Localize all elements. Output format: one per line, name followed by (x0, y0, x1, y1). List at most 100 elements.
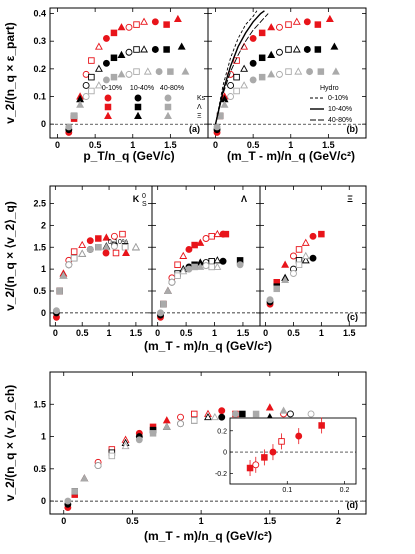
panel-b-point (258, 73, 266, 81)
panel-d-point (135, 436, 143, 444)
inset-point (252, 461, 260, 469)
panel-b-point (303, 18, 311, 26)
panel-c-point (191, 263, 198, 271)
panel-a-point (102, 59, 110, 67)
panel-c-point (208, 233, 215, 240)
panel-c-point (110, 232, 118, 240)
hydro-curve (215, 13, 269, 125)
panel-a-point (110, 29, 118, 37)
legend-b-title: Hydro (320, 85, 339, 92)
panel-b-point (317, 68, 325, 75)
panel-b-point (233, 73, 240, 81)
panel-c-point (281, 260, 290, 268)
panel-c-x-tick-label: 1 (319, 328, 324, 338)
panel-c-x-tick-label: 1 (107, 328, 112, 338)
panel-a-point (125, 23, 133, 31)
panel-c-ylabel: v_2/(n_q × ⟨v_2⟩_q) (3, 201, 17, 311)
panel-c-y-tick-label: 2 (41, 220, 46, 230)
panel-b-x-tick-label: 0.5 (247, 140, 260, 150)
panel-b-point (258, 54, 266, 62)
panel-b-frame (207, 7, 367, 139)
panel-c-point (179, 267, 188, 275)
panel-b-point (276, 23, 283, 31)
panel-a-label: (a) (189, 124, 200, 134)
panel-c-point (213, 229, 222, 238)
inset-point (295, 432, 303, 440)
legend-c-marker (112, 249, 120, 257)
panel-d-point (108, 452, 116, 460)
panel-b-point (267, 23, 276, 31)
panel-c-species-label: Λ (241, 194, 247, 204)
panel-b-x-tick-label: 1 (288, 140, 293, 150)
panel-a-y-tick-label: 0.4 (33, 9, 46, 19)
legend-a-species: Ks (197, 95, 206, 102)
panel-a-point (94, 64, 103, 72)
panel-d-point (218, 413, 226, 421)
panel-a-point (140, 17, 149, 25)
panel-b-point (240, 64, 249, 72)
panel-c-point (78, 240, 87, 249)
panel-a-point (88, 87, 95, 95)
panel-a-point (163, 46, 170, 53)
panel-a-point (88, 57, 95, 64)
inset-frame (229, 417, 357, 485)
panel-b-point (249, 34, 257, 42)
panel-a-y-tick-label: 0.2 (33, 64, 46, 74)
panel-b-point (314, 46, 322, 53)
inset-point (261, 454, 268, 461)
panel-c-point (301, 238, 310, 246)
panel-a-point (110, 54, 118, 62)
panel-a-point (82, 93, 90, 100)
legend-c-marker (102, 249, 110, 257)
panel-a-point (94, 81, 103, 89)
panel-b-point (314, 21, 322, 28)
panel-c-point (213, 256, 222, 264)
panel-a-xlabel: p_T/n_q (GeV/c) (83, 149, 174, 163)
panel-a-point (110, 73, 118, 81)
panel-c-point (301, 251, 310, 259)
panel-c-point (309, 254, 317, 262)
panel-a-point (151, 18, 159, 26)
panel-d-point (279, 406, 288, 414)
panel-c-species-label: K (133, 194, 140, 204)
panel-d-point (307, 410, 315, 418)
panel-c-point (222, 230, 230, 238)
panel-b-point (249, 59, 257, 67)
panel-c-point (295, 261, 303, 269)
legend-a-marker (134, 103, 142, 111)
panel-c-point (318, 230, 325, 238)
data-marks (52, 10, 357, 511)
panel-a-point (65, 123, 73, 131)
panel-c-x-tick-label: 1.5 (237, 328, 250, 338)
panel-a-point (151, 46, 159, 53)
panel-c-point (110, 242, 118, 250)
panel-d-y-tick-label: 1 (41, 432, 46, 442)
panel-c-point (95, 235, 102, 242)
panel-c-point (163, 286, 172, 294)
panel-b-point (258, 29, 266, 37)
panel-c-point (174, 272, 181, 279)
legend-a-marker (134, 111, 142, 119)
panel-c-point (52, 307, 60, 315)
panel-a-point (76, 100, 85, 108)
legend-a-species: Ξ (197, 113, 202, 120)
panel-c-y-tick-label: 1 (41, 264, 46, 274)
panel-b-point (330, 42, 339, 50)
panel-d-x-tick-label: 1.5 (264, 516, 277, 526)
panel-d-point (149, 430, 157, 437)
panel-b-x-tick-label: 1.5 (322, 140, 335, 150)
panel-a-point (173, 14, 182, 23)
panel-d-point (252, 410, 260, 418)
panel-d-x-tick-label: 0 (61, 516, 66, 526)
legend-a-marker (164, 111, 172, 119)
panel-b-point (285, 21, 292, 28)
panel-c-x-tick-label: 1 (212, 328, 217, 338)
inset-point (278, 438, 285, 445)
legend-a-marker (104, 103, 112, 111)
panel-c-point (168, 278, 176, 286)
panel-a-point (88, 73, 95, 81)
text-labels: 0 0.5 1 1.5 0 0.1 0.2 0.3 0.4 (a) 0-10% 10-40% 40-80… (3, 9, 358, 543)
panel-d-x-tick-label: 0.5 (126, 516, 139, 526)
panel-d-point (218, 407, 226, 415)
panel-c-point (309, 232, 317, 240)
